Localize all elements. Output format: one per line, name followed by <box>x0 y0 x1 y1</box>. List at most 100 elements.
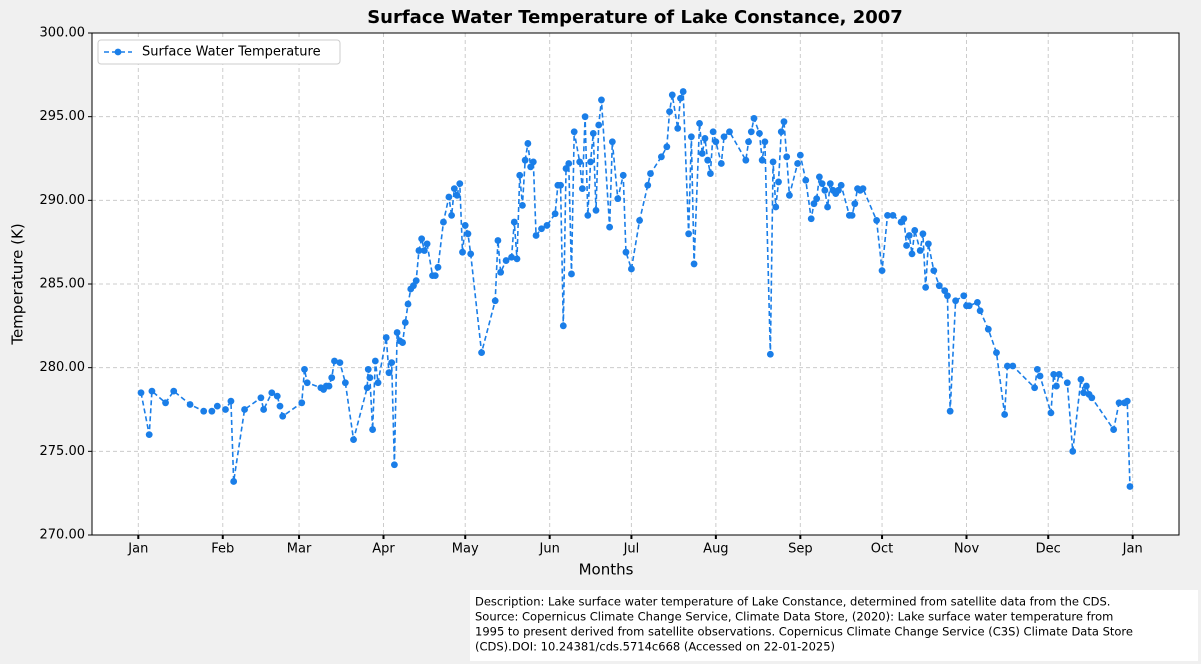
data-point <box>385 369 393 377</box>
data-point <box>677 94 684 102</box>
data-point <box>374 379 382 387</box>
data-point <box>636 217 643 224</box>
data-point <box>930 267 938 275</box>
data-point <box>1115 399 1123 407</box>
data-point <box>916 247 924 254</box>
data-point <box>162 399 169 407</box>
data-point <box>521 156 529 164</box>
x-tick-label: May <box>452 542 479 557</box>
data-point <box>328 374 336 382</box>
data-point <box>551 210 559 218</box>
data-point <box>807 215 815 223</box>
data-point <box>559 322 567 330</box>
data-point <box>911 227 919 234</box>
data-point <box>859 185 867 193</box>
data-point <box>260 406 268 413</box>
data-point <box>1001 411 1009 418</box>
data-point <box>1033 365 1041 373</box>
data-point <box>750 114 758 122</box>
x-tick-label: Feb <box>211 542 234 557</box>
data-point <box>647 170 654 177</box>
data-point <box>276 402 284 410</box>
data-point <box>903 242 910 249</box>
data-point <box>388 359 396 367</box>
series <box>137 88 1134 490</box>
data-point <box>685 230 693 238</box>
data-point <box>657 153 665 161</box>
data-point <box>529 158 537 166</box>
data-point <box>562 165 570 172</box>
data-point <box>761 138 769 146</box>
data-point <box>984 325 992 333</box>
data-point <box>208 407 216 415</box>
legend-label: Surface Water Temperature <box>142 45 321 60</box>
data-point <box>747 128 755 136</box>
data-point <box>766 350 774 358</box>
data-point <box>279 412 287 420</box>
data-point <box>944 292 951 300</box>
data-point <box>726 128 733 136</box>
data-point <box>1063 379 1071 387</box>
data-point <box>701 135 709 142</box>
data-point <box>1110 426 1118 433</box>
data-point <box>508 253 515 261</box>
data-point <box>557 181 564 189</box>
data-point <box>674 124 682 132</box>
data-point <box>200 407 208 415</box>
data-point <box>619 171 627 179</box>
data-point <box>826 180 834 188</box>
data-point <box>227 397 235 405</box>
data-point <box>628 265 635 273</box>
description-box <box>470 590 1198 661</box>
data-point <box>434 263 442 271</box>
data-point <box>404 300 412 308</box>
x-tick-label: Nov <box>954 542 980 557</box>
data-point <box>775 178 782 186</box>
data-point <box>644 181 652 189</box>
data-point <box>1080 389 1088 397</box>
data-point <box>1036 372 1044 380</box>
data-line <box>140 91 1131 487</box>
data-point <box>418 235 426 243</box>
data-point <box>1009 362 1017 370</box>
data-point <box>532 232 540 239</box>
x-axis-label: Months <box>579 561 634 579</box>
data-point <box>666 108 673 116</box>
data-point <box>502 257 510 264</box>
data-point <box>410 282 417 290</box>
data-point <box>1055 370 1063 378</box>
data-point <box>459 248 466 256</box>
data-point <box>497 268 505 276</box>
data-point <box>445 193 453 201</box>
description-line: (CDS).DOI: 10.24381/cds.5714c668 (Access… <box>475 640 835 654</box>
data-point <box>821 186 829 194</box>
data-point <box>976 307 984 315</box>
x-tick-label: Aug <box>703 542 728 557</box>
x-tick-label: Sep <box>788 542 813 557</box>
data-point <box>794 160 801 167</box>
data-point <box>851 200 859 208</box>
data-point <box>268 389 276 397</box>
y-tick-label: 295.00 <box>40 109 86 124</box>
data-point <box>303 379 311 387</box>
data-point <box>440 218 447 226</box>
data-point <box>148 387 156 395</box>
x-tick-label: Apr <box>372 542 395 557</box>
data-point <box>606 223 614 231</box>
description-line: Description: Lake surface water temperat… <box>475 595 1110 609</box>
data-point <box>835 186 842 194</box>
description-line: 1995 to present derived from satellite o… <box>475 625 1133 639</box>
data-point <box>663 143 671 151</box>
data-point <box>783 153 791 161</box>
data-point <box>952 297 960 305</box>
y-tick-label: 290.00 <box>40 193 86 208</box>
data-point <box>257 394 265 402</box>
y-tick-label: 285.00 <box>40 277 86 292</box>
data-point <box>341 379 349 387</box>
data-point <box>1088 394 1096 402</box>
data-point <box>712 138 720 146</box>
description-line: Source: Copernicus Climate Change Servic… <box>475 610 1113 624</box>
data-point <box>690 260 698 268</box>
data-point <box>848 211 856 219</box>
